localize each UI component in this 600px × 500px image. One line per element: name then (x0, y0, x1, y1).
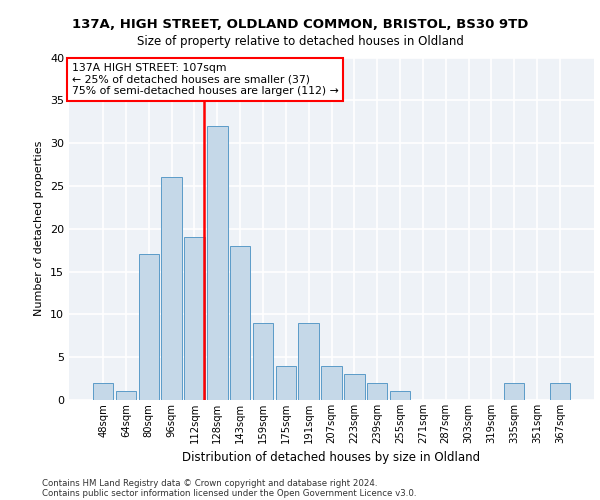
Bar (93, 383, 113, 400)
Bar (321, 366, 342, 400)
Bar (275, 366, 296, 400)
Bar (161, 178, 182, 400)
Bar (390, 392, 410, 400)
Bar (253, 323, 273, 400)
Bar (184, 238, 205, 400)
Bar (207, 126, 227, 400)
Text: Size of property relative to detached houses in Oldland: Size of property relative to detached ho… (137, 35, 463, 48)
Bar (504, 383, 524, 400)
Bar (298, 323, 319, 400)
Bar (344, 374, 365, 400)
Bar (367, 383, 388, 400)
Y-axis label: Number of detached properties: Number of detached properties (34, 141, 44, 316)
Text: 137A HIGH STREET: 107sqm
← 25% of detached houses are smaller (37)
75% of semi-d: 137A HIGH STREET: 107sqm ← 25% of detach… (71, 62, 338, 96)
X-axis label: Distribution of detached houses by size in Oldland: Distribution of detached houses by size … (182, 452, 481, 464)
Bar (550, 383, 570, 400)
Bar (230, 246, 250, 400)
Text: 137A, HIGH STREET, OLDLAND COMMON, BRISTOL, BS30 9TD: 137A, HIGH STREET, OLDLAND COMMON, BRIST… (72, 18, 528, 30)
Text: Contains HM Land Registry data © Crown copyright and database right 2024.: Contains HM Land Registry data © Crown c… (42, 478, 377, 488)
Text: Contains public sector information licensed under the Open Government Licence v3: Contains public sector information licen… (42, 488, 416, 498)
Bar (116, 392, 136, 400)
Bar (139, 254, 159, 400)
